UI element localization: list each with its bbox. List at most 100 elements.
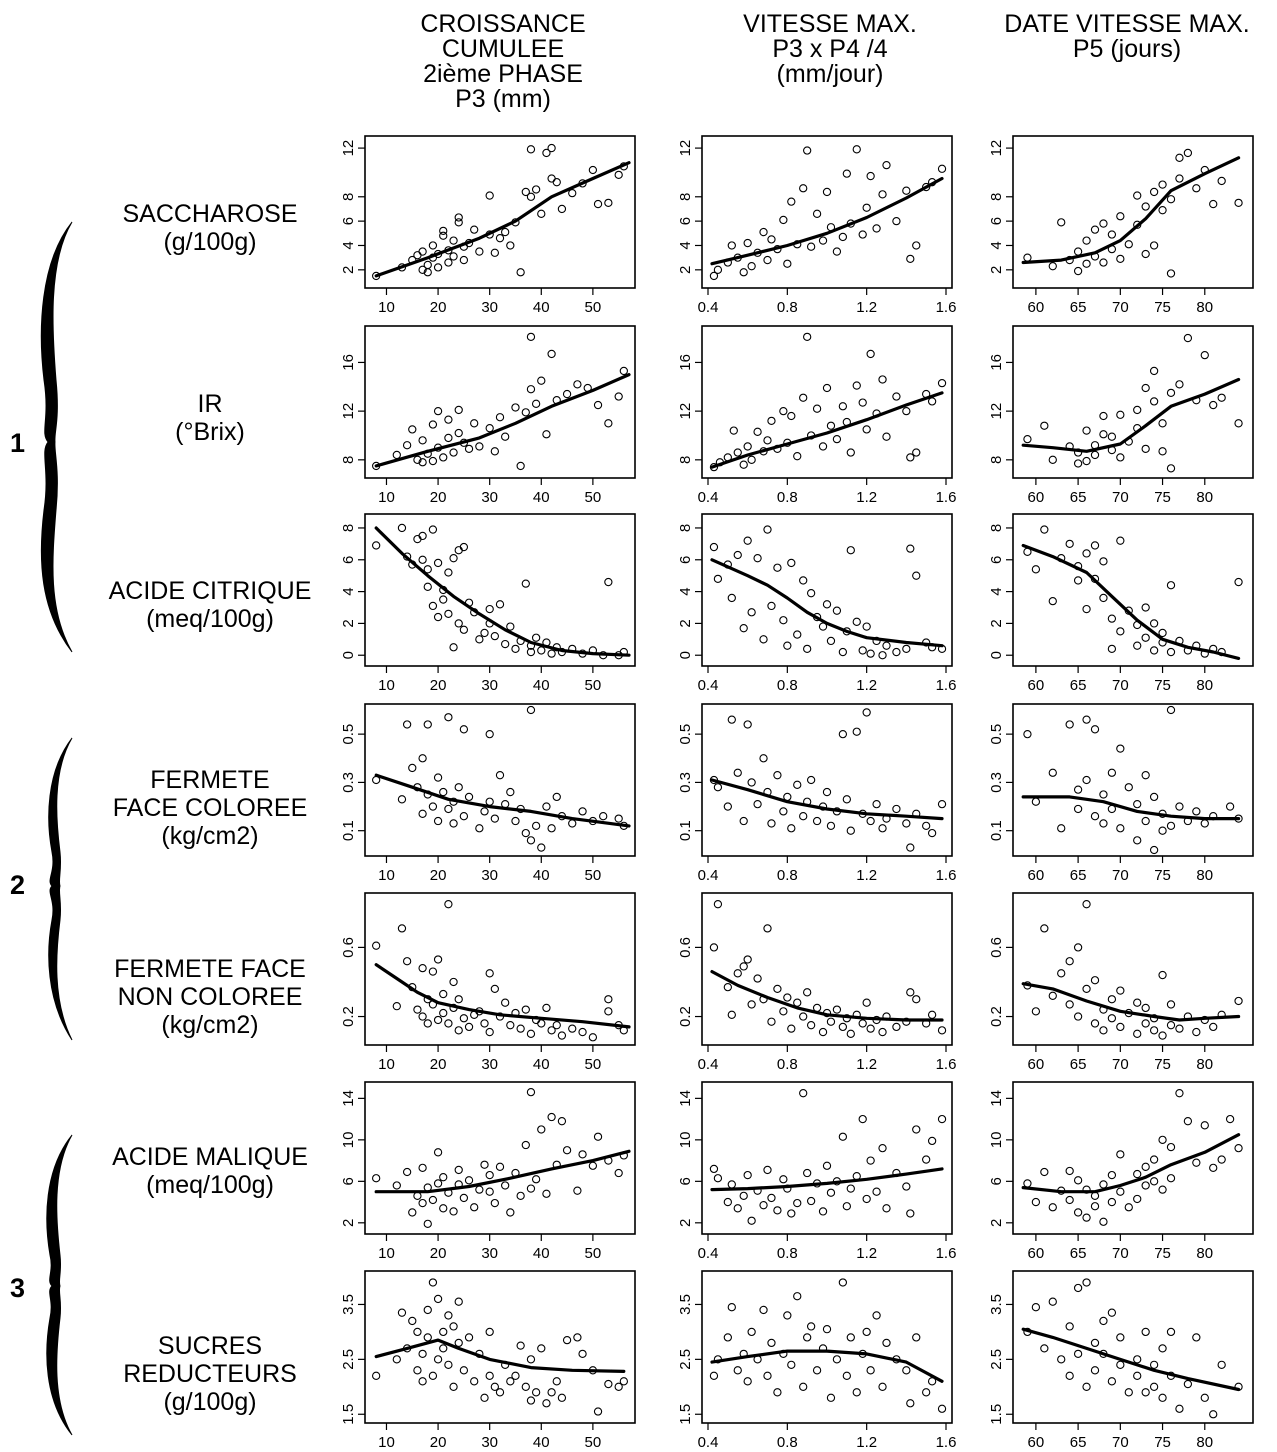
data-point [547, 1112, 556, 1122]
data-point [709, 542, 719, 552]
data-point [753, 554, 762, 563]
data-point [882, 160, 891, 170]
data-point [806, 589, 816, 598]
data-point [485, 424, 494, 433]
y-tick-label: 0.6 [677, 937, 694, 958]
x-tick-label: 75 [1154, 299, 1171, 316]
data-point [1116, 453, 1125, 462]
y-tick-label: 2 [988, 266, 1005, 274]
data-point [787, 411, 796, 421]
x-tick-label: 0.8 [777, 299, 798, 316]
data-point [1183, 1117, 1193, 1126]
data-point [439, 595, 448, 604]
data-point [423, 582, 432, 591]
trend-line [1021, 795, 1241, 821]
data-point [1141, 633, 1150, 642]
row-label-line: IR [197, 390, 223, 418]
data-point [428, 1371, 438, 1380]
data-point [557, 204, 567, 214]
data-point [1166, 705, 1176, 715]
data-point [733, 1366, 742, 1375]
data-point [759, 1201, 768, 1210]
data-point [709, 1164, 719, 1174]
data-point [733, 768, 742, 777]
data-point [1023, 253, 1032, 262]
data-point [439, 1204, 448, 1213]
y-tick-label: 16 [677, 354, 694, 371]
x-tick-label: 70 [1112, 299, 1129, 316]
panel-frame [1012, 892, 1254, 1046]
y-tick-label: 8 [340, 193, 357, 201]
data-point [454, 1026, 463, 1035]
data-point [614, 392, 623, 401]
data-point [747, 608, 756, 617]
data-point [1141, 444, 1150, 454]
data-point [747, 1327, 756, 1337]
data-point [1166, 388, 1176, 398]
y-tick-label: 4 [988, 241, 1005, 249]
y-tick-label: 0 [340, 651, 357, 659]
row-label-line: FACE COLOREE [112, 794, 308, 822]
data-point [902, 406, 911, 416]
scatter-panel: 10 20 30 40 50 0.2 0.6 [340, 892, 636, 1073]
y-tick-label: 8 [988, 193, 1005, 201]
y-tick-label: 0.1 [677, 820, 694, 841]
trend-line [1021, 1327, 1241, 1392]
data-point [495, 413, 505, 422]
x-tick-label: 10 [378, 1056, 395, 1073]
data-point [537, 1019, 546, 1028]
data-point [1149, 619, 1159, 628]
data-point [1099, 1180, 1108, 1189]
data-point [433, 1015, 443, 1025]
y-tick-label: 1.5 [340, 1404, 357, 1425]
data-point [1149, 1382, 1159, 1391]
data-point [1175, 1024, 1184, 1033]
data-point [882, 1204, 891, 1213]
x-tick-label: 1.2 [856, 299, 877, 316]
data-point [937, 799, 947, 809]
data-point [490, 814, 499, 823]
data-point [1065, 720, 1074, 729]
data-point [743, 238, 752, 248]
row-label-line: (g/100g) [163, 1388, 257, 1416]
data-point [1141, 202, 1150, 211]
data-point [459, 255, 469, 265]
y-tick-label: 6 [677, 556, 694, 564]
scatter-panel: 0.4 0.8 1.2 1.6 0.1 0.3 0.5 [677, 703, 956, 884]
data-point [485, 191, 494, 200]
data-point [902, 819, 911, 828]
x-tick-label: 30 [481, 299, 498, 316]
data-point [372, 1174, 381, 1183]
data-point [806, 1322, 816, 1331]
data-point [433, 1355, 443, 1364]
data-point [787, 1360, 796, 1369]
data-point [392, 1181, 401, 1190]
row-label-line: (kg/cm2) [161, 822, 259, 850]
scatter-panel: 0.4 0.8 1.2 1.6 0 2 4 6 8 [677, 513, 956, 694]
data-point [485, 604, 494, 614]
data-point [521, 408, 530, 417]
data-point [878, 375, 887, 384]
data-point [1158, 1031, 1167, 1040]
data-point [1082, 900, 1091, 909]
x-tick-label: 30 [481, 489, 498, 506]
data-point [1209, 1410, 1218, 1419]
data-point [542, 802, 551, 811]
data-point [521, 828, 530, 838]
y-tick-label: 12 [677, 403, 694, 420]
data-point [495, 600, 505, 609]
data-point [547, 1388, 556, 1397]
data-point [1166, 1174, 1176, 1183]
row-label-acide-citrique: ACIDE CITRIQUE (meq/100g) [80, 577, 340, 633]
panel-frame [701, 513, 953, 667]
data-point [937, 378, 947, 388]
data-point [459, 625, 469, 634]
data-point [1200, 1121, 1209, 1130]
data-point [506, 1377, 515, 1386]
data-point [826, 1188, 836, 1197]
y-tick-label: 0.2 [988, 1006, 1005, 1027]
data-point [1090, 1338, 1100, 1348]
data-point [937, 1114, 947, 1124]
data-point [1073, 1283, 1083, 1293]
data-point [423, 1219, 432, 1229]
